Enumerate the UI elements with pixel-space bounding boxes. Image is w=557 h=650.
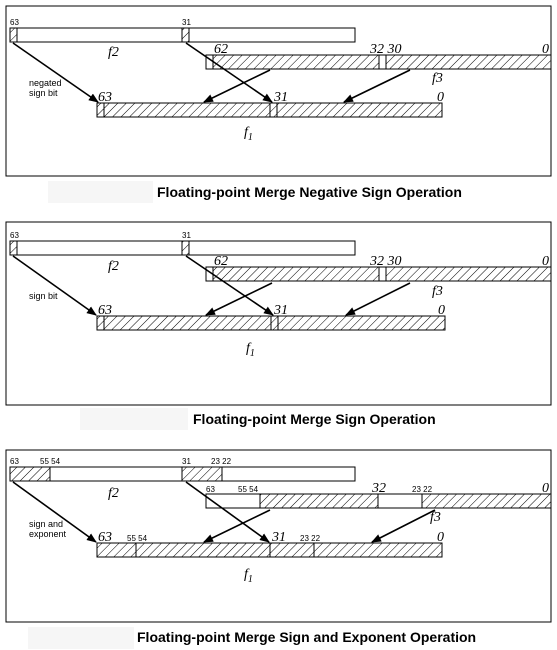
- arrow-low-sign-bit: [185, 255, 274, 316]
- f2-bit-55-54: 55 54: [40, 457, 61, 466]
- diagram-caption: Floating-point Merge Sign Operation: [193, 411, 436, 427]
- f3-bit-63: 63: [206, 485, 215, 494]
- source-label-line: sign and: [29, 519, 63, 529]
- arrow-sign-bit: [12, 255, 97, 316]
- caption-highlight: [48, 181, 153, 203]
- f1-bit-63: 63: [98, 303, 112, 318]
- f2-bit-31: 31: [182, 231, 191, 240]
- f3-exponent-field: [205, 493, 261, 509]
- f1-label: f1: [246, 341, 255, 359]
- source-label: negated sign bit: [29, 78, 62, 98]
- f1-bit-63: 63: [98, 90, 112, 105]
- f1-bit-23-22: 23 22: [300, 534, 321, 543]
- f3-bit-32-30: 32 30: [369, 42, 402, 57]
- f2-label: f2: [108, 486, 119, 501]
- source-label-line: sign bit: [29, 88, 58, 98]
- f2-bit-31: 31: [182, 18, 191, 27]
- arrow-low-sign-exponent: [185, 481, 270, 543]
- f3-bit-32-30: 32 30: [369, 254, 402, 269]
- f1-bit-31: 31: [273, 90, 288, 105]
- f1-bit-0: 0: [437, 90, 444, 105]
- f1-bit-0: 0: [437, 530, 444, 545]
- f3-bit-55-54: 55 54: [238, 485, 259, 494]
- f2-bit-31: 31: [182, 457, 191, 466]
- f1-label-subscript: 1: [248, 132, 253, 143]
- f3-low-sign-bit: [378, 266, 387, 282]
- f2-label: f2: [108, 45, 119, 60]
- arrow-f3-lower: [345, 282, 411, 316]
- f3-label: f3: [432, 71, 443, 86]
- f1-label-subscript: 1: [248, 574, 253, 585]
- source-label-line: sign bit: [29, 291, 58, 301]
- f1-label-subscript: 1: [250, 348, 255, 359]
- f2-sign-bit: [9, 27, 18, 43]
- f1-bit-31: 31: [273, 303, 288, 318]
- f3-bit-62: 62: [214, 254, 228, 269]
- f1-label: f1: [244, 567, 253, 585]
- f3-low-sign-bit: [378, 54, 387, 70]
- caption-highlight: [80, 408, 188, 430]
- arrow-f3-lower: [343, 69, 411, 103]
- f2-label: f2: [108, 259, 119, 274]
- source-label-line: exponent: [29, 529, 67, 539]
- f1-bit-55-54: 55 54: [127, 534, 148, 543]
- diagram-caption: Floating-point Merge Negative Sign Opera…: [157, 184, 462, 200]
- diagram-merge-negative-sign: 63 31 f2 62 32 30 0 f3 63 31 0 f1 negate…: [5, 5, 552, 203]
- arrow-f3-upper: [205, 282, 273, 316]
- arrow-sign-bit: [12, 42, 99, 103]
- f1-label: f1: [244, 125, 253, 143]
- f3-bit-0: 0: [542, 481, 549, 496]
- f2-bit-63: 63: [10, 457, 19, 466]
- diagram-merge-sign-exponent: 63 55 54 31 23 22 f2 63 55 54 32 23 22 0…: [5, 449, 552, 649]
- f3-bit-62: 62: [214, 42, 228, 57]
- f1-label-base: f: [246, 341, 252, 356]
- f3-label: f3: [430, 510, 441, 525]
- f1-bit-63: 63: [98, 530, 112, 545]
- f3-bit-0: 0: [542, 42, 549, 57]
- arrow-low-sign-bit: [185, 42, 273, 103]
- f1-bit-31: 31: [271, 530, 286, 545]
- source-label-line: negated: [29, 78, 62, 88]
- arrow-f3-upper: [203, 509, 271, 543]
- arrow-sign-exponent: [12, 481, 97, 543]
- f2-sign-bit: [9, 240, 18, 256]
- f1-label-base: f: [244, 125, 250, 140]
- diagram-merge-sign: 63 31 f2 62 32 30 0 f3 63 31 0 f1 sign b…: [5, 221, 552, 430]
- f2-low-sign-bit: [181, 27, 190, 43]
- diagram-caption: Floating-point Merge Sign and Exponent O…: [137, 629, 476, 645]
- source-label: sign and exponent: [29, 519, 67, 539]
- arrow-f3-lower: [371, 509, 436, 543]
- f2-low-sign-bit: [181, 240, 190, 256]
- f2-exponent-field: [9, 466, 51, 482]
- f2-bit-63: 63: [10, 18, 19, 27]
- f2-bit-63: 63: [10, 231, 19, 240]
- f3-low-exponent-field: [377, 493, 423, 509]
- f3-bit-0: 0: [542, 254, 549, 269]
- f2-bit-23-22: 23 22: [211, 457, 232, 466]
- f1-bit-0: 0: [438, 303, 445, 318]
- f3-bit-32: 32: [371, 481, 386, 496]
- f3-label: f3: [432, 284, 443, 299]
- source-label: sign bit: [29, 291, 58, 301]
- caption-highlight: [28, 627, 134, 649]
- f2-low-exponent-field: [181, 466, 223, 482]
- f1-label-base: f: [244, 567, 250, 582]
- arrow-f3-upper: [203, 69, 271, 103]
- f3-bit-23-22: 23 22: [412, 485, 433, 494]
